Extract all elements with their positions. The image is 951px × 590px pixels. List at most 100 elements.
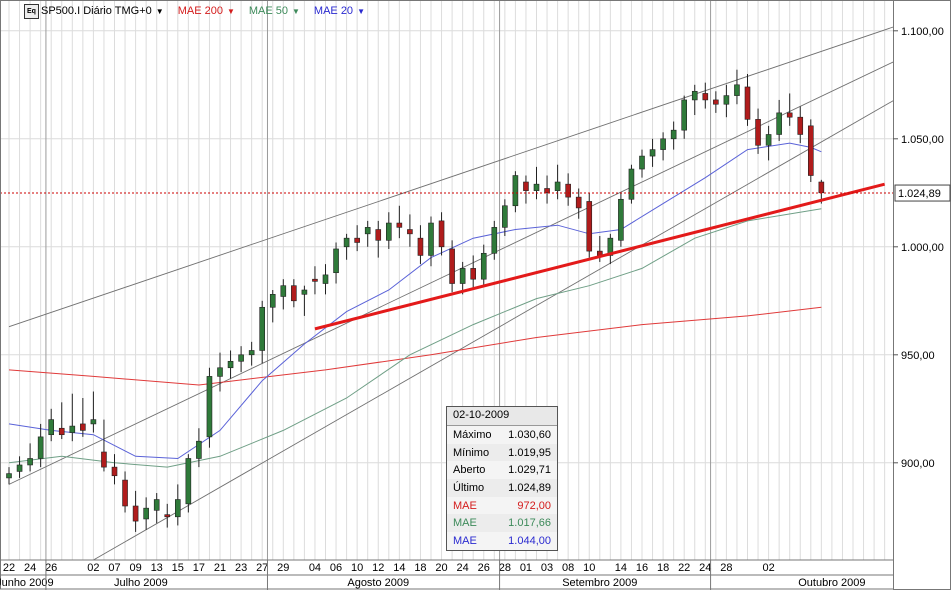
candle-body [227,360,234,369]
x-month-label: Outubro 2009 [798,577,865,589]
candle-body [111,466,118,477]
candle-body [333,248,339,274]
x-month-label: Agosto 2009 [347,577,409,589]
ma200-selector[interactable]: MAE 200 ▼ [178,5,235,17]
x-day-label: 02 [762,562,774,574]
y-tick-label: 1.000,00 [901,242,944,254]
candle-body [480,252,487,280]
x-day-label: 24 [699,562,711,574]
candle-body [375,229,382,241]
info-label: MAE [453,517,477,530]
candle-body [143,507,149,520]
candle-body [502,205,508,228]
ma200-label: MAE 200 [177,5,223,17]
candle-body [544,188,550,194]
x-day-label: 13 [151,562,163,574]
candle-body [238,354,244,362]
x-day-label: 15 [172,562,184,574]
candle-body [776,112,782,135]
x-day-label: 24 [457,562,469,574]
candle-body [48,419,55,436]
x-day-label: 22 [678,562,690,574]
x-day-label: 12 [372,562,384,574]
y-tick-label: 900,00 [901,458,935,470]
candle-body [37,436,44,459]
x-day-label: 06 [330,562,342,574]
candle-body [491,227,498,254]
data-window: 02-10-2009 Máximo 1.030,60 Mínimo 1.019,95… [446,406,558,551]
candle-body [16,464,23,472]
x-day-label: 18 [657,562,669,574]
x-day-label: 07 [108,562,120,574]
y-tick-label: 950,00 [901,350,935,362]
x-month-label: Setembro 2009 [562,577,637,589]
x-day-label: 24 [24,562,36,574]
x-day-label: 10 [583,562,595,574]
channel-line [8,6,951,328]
ma50-label: MAE 50 [248,5,288,17]
candle-body [723,95,730,105]
candle-body [565,183,571,198]
candle-body [396,222,403,228]
ma50-selector[interactable]: MAE 50 ▼ [249,5,300,17]
candle-body [755,119,761,146]
info-label: Mínimo [453,446,490,459]
candle-body [27,458,33,466]
symbol-selector[interactable]: SP500.I Diário TMG+0 ▼ [41,5,164,17]
candle-body [90,419,97,425]
trend-line[interactable] [314,182,886,331]
candle-body [618,198,624,241]
candle-body [6,473,12,479]
candle-body [512,175,519,207]
x-day-label: 29 [277,562,289,574]
candle-body [807,125,814,176]
candle-body [586,201,593,252]
chart-legend: Eq SP500.I Diário TMG+0 ▼ MAE 200 ▼ MAE … [24,3,379,19]
candle-body [449,248,455,284]
x-day-label: 14 [615,562,627,574]
candle-body [280,285,287,297]
candle-body [702,93,709,101]
ma20-label: MAE 20 [313,5,354,17]
candle-body [649,149,656,157]
x-day-label: 26 [45,562,57,574]
candle-body [185,458,192,505]
info-label: MAE [453,499,477,512]
app-logo-icon: Eq [24,3,39,19]
candle-body [628,168,635,200]
x-day-label: 20 [435,562,447,574]
candle-body [713,99,719,105]
x-day-label: 04 [309,562,321,574]
candle-body [797,116,804,135]
ma20-selector[interactable]: MAE 20 ▼ [314,5,365,17]
x-day-label: 23 [235,562,247,574]
ma-line-mae-200 [8,306,822,386]
info-row: Mínimo 1.019,95 [447,443,557,462]
candle-body [438,220,445,248]
x-day-label: 18 [414,562,426,574]
candle-body [69,425,76,433]
x-day-label: 16 [636,562,648,574]
candle-body [734,84,740,96]
info-value: 1.017,66 [508,517,551,530]
info-label: Último [453,481,485,494]
x-month-label: Junho 2009 [0,577,54,589]
x-day-label: 03 [541,562,553,574]
last-price-label: 1.024,89 [898,188,941,200]
x-day-label: 27 [256,562,268,574]
caret-down-icon: ▼ [155,6,164,16]
candle-body [58,427,65,436]
candle-body [786,112,793,118]
y-axis-panel [893,0,951,590]
x-day-label: 28 [499,562,511,574]
candle-body [122,479,128,507]
info-row: Aberto 1.029,71 [447,461,557,479]
x-day-label: 14 [393,562,405,574]
candle-body [744,86,751,120]
x-day-label: 09 [129,562,141,574]
candle-body [575,196,582,209]
caret-down-icon: ▼ [357,6,365,16]
info-label: Máximo [453,428,492,441]
info-row: MAE 1.044,00 [447,532,557,550]
